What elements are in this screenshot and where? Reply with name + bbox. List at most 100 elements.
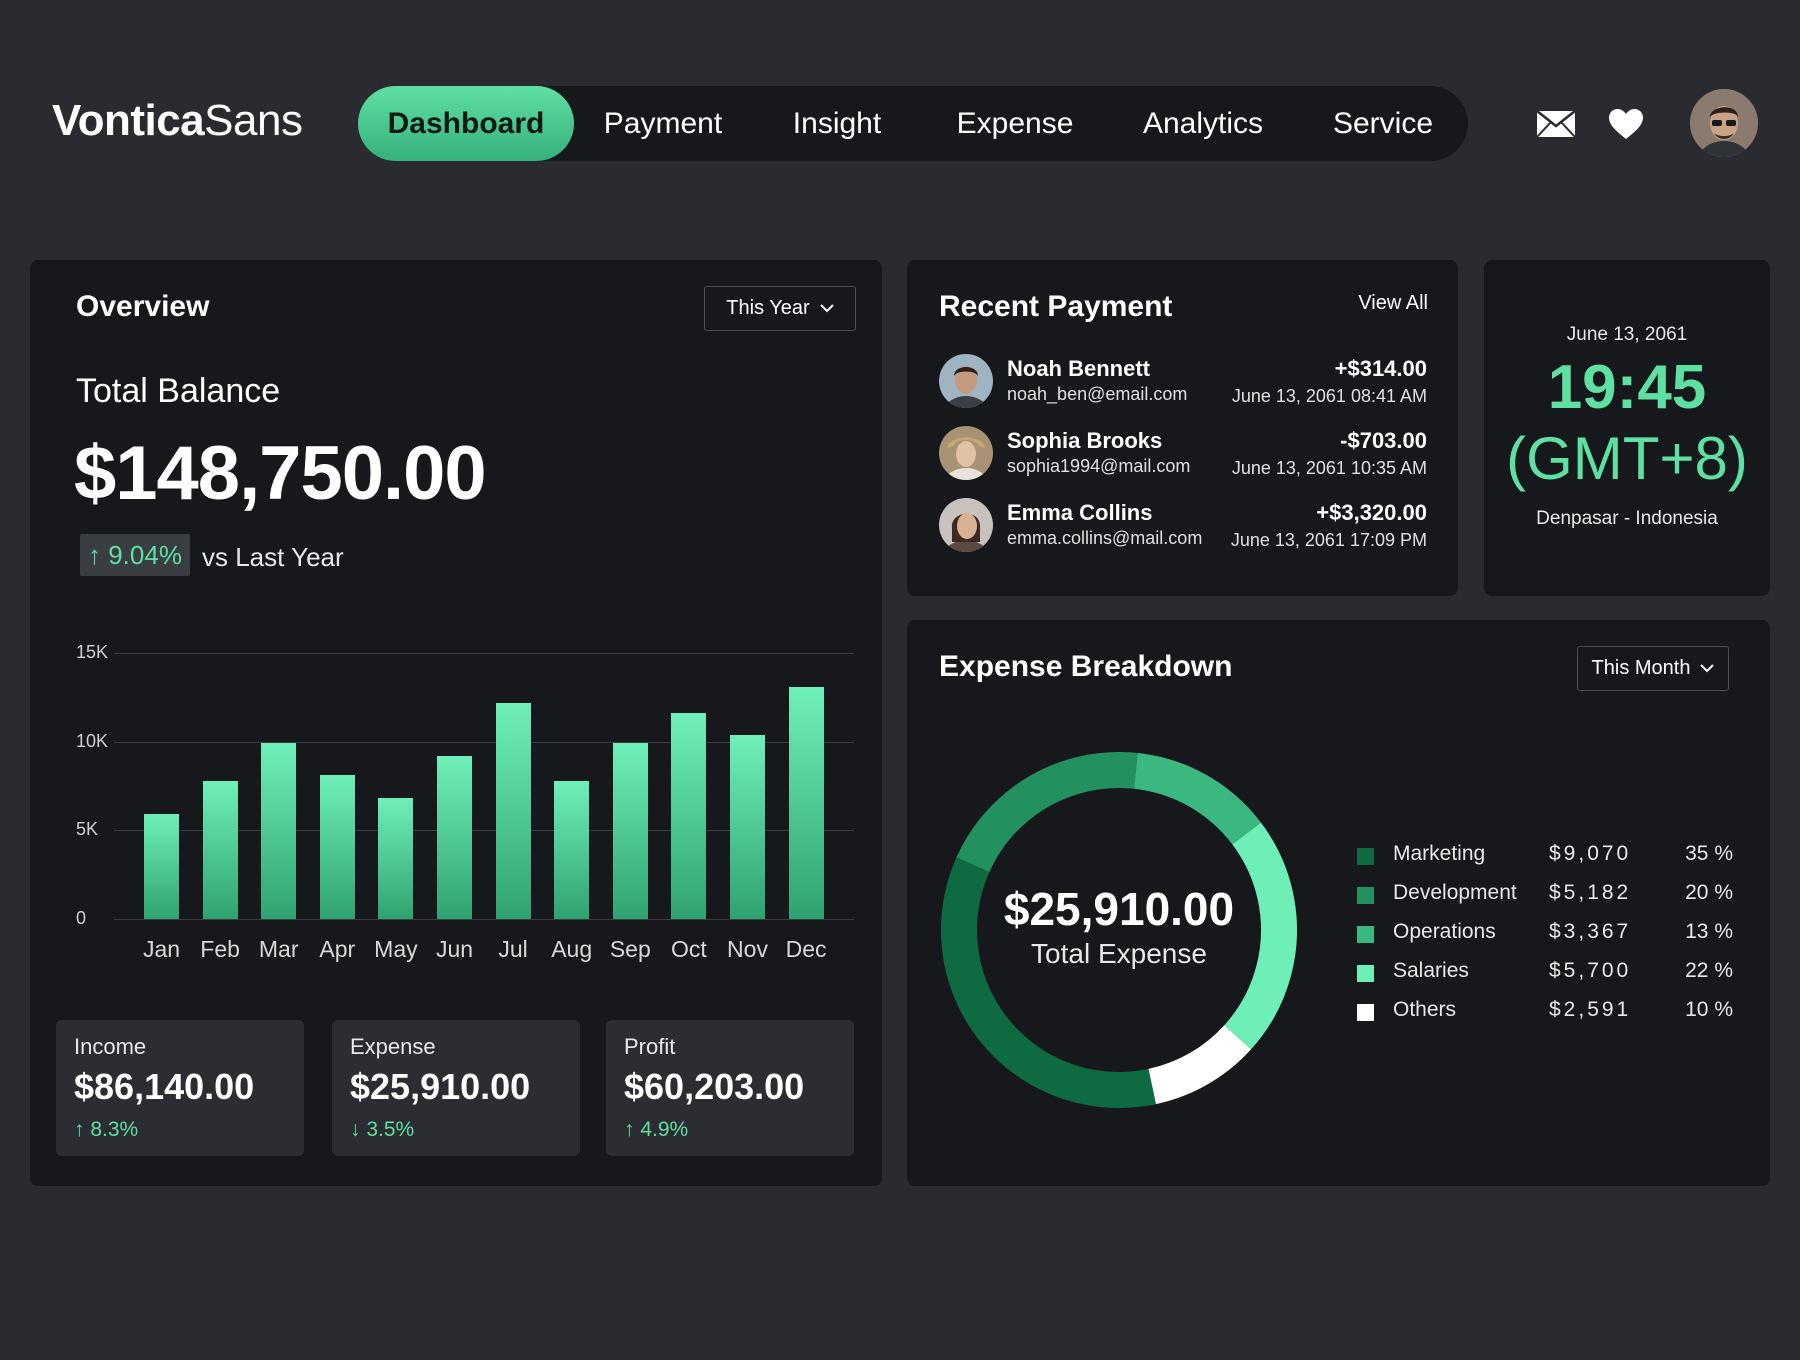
clock-card: June 13, 2061 19:45 (GMT+8) Denpasar - I… (1484, 260, 1770, 596)
payment-amount: +$314.00 (1334, 356, 1427, 381)
clock-timezone: (GMT+8) (1506, 425, 1748, 492)
legend-swatch (1357, 965, 1374, 982)
payment-date: June 13, 2061 08:41 AM (1231, 386, 1427, 406)
payer-avatar (939, 426, 993, 480)
legend-name: Others (1393, 998, 1457, 1021)
bar-sep[interactable] (612, 743, 648, 919)
payment-row[interactable]: Noah Bennett noah_ben@email.com +$314.00… (939, 354, 1427, 414)
bar-may[interactable] (378, 798, 414, 919)
x-tick-label: Apr (319, 936, 356, 962)
chart-gridline (114, 653, 854, 654)
bar-apr[interactable] (319, 775, 355, 919)
y-tick-label: 15K (76, 642, 109, 662)
nav-item-service[interactable]: Service (1332, 106, 1434, 140)
legend-percent: 22 % (1685, 959, 1733, 982)
payer-email: emma.collins@mail.com (1007, 528, 1203, 548)
total-expense-label: Total Expense (1031, 938, 1207, 969)
recent-payment-card: Recent Payment View All Noah Bennett noa… (907, 260, 1458, 596)
x-tick-label: Aug (551, 936, 593, 962)
donut-segment-marketing[interactable] (941, 752, 1297, 1108)
growth-caption: vs Last Year (202, 542, 344, 572)
legend-swatch (1357, 926, 1374, 943)
nav-item-expense[interactable]: Expense (956, 106, 1074, 140)
expense-stat-change: ↓ 3.5% (350, 1118, 415, 1141)
legend-name: Marketing (1393, 842, 1486, 865)
profit-stat-value: $60,203.00 (624, 1066, 805, 1107)
nav-item-insight[interactable]: Insight (792, 106, 882, 140)
bar-feb[interactable] (202, 780, 238, 919)
legend-percent: 20 % (1685, 881, 1733, 904)
payer-name: Emma Collins (1007, 500, 1153, 525)
view-all-link[interactable]: View All (1358, 292, 1428, 314)
overview-period-label: This Year (726, 297, 810, 319)
legend-percent: 35 % (1685, 842, 1733, 865)
legend-swatch (1357, 887, 1374, 904)
expense-stat-value: $25,910.00 (350, 1066, 531, 1107)
clock-location: Denpasar - Indonesia (1536, 508, 1718, 529)
payment-row[interactable]: Emma Collins emma.collins@mail.com +$3,3… (939, 498, 1427, 558)
payment-date: June 13, 2061 10:35 AM (1231, 458, 1427, 478)
bar-oct[interactable] (671, 713, 707, 919)
x-tick-label: Jun (435, 936, 474, 962)
legend-amount: $9,070 (1549, 842, 1632, 865)
legend-row: Operations $3,367 13 % (1357, 918, 1733, 948)
bar-jun[interactable] (437, 755, 472, 919)
legend-amount: $3,367 (1549, 920, 1632, 943)
total-balance-label: Total Balance (76, 372, 281, 410)
payer-email: sophia1994@mail.com (1007, 456, 1191, 476)
y-tick-label: 5K (76, 819, 99, 840)
donut-segment-salaries[interactable] (941, 752, 1297, 1108)
payer-avatar (939, 498, 993, 552)
legend-percent: 13 % (1685, 920, 1733, 943)
nav-item-payment[interactable]: Payment (603, 106, 723, 140)
mail-icon[interactable] (1534, 104, 1578, 144)
legend-row: Others $2,591 10 % (1357, 996, 1733, 1026)
income-stat-value: $86,140.00 (74, 1066, 255, 1107)
bar-jan[interactable] (144, 814, 179, 919)
nav-item-dashboard[interactable]: Dashboard (358, 86, 574, 161)
legend-amount: $2,591 (1549, 998, 1632, 1021)
x-tick-label: Nov (727, 936, 768, 962)
legend-swatch (1357, 848, 1374, 865)
x-tick-label: Mar (258, 936, 299, 962)
income-stat-label: Income (74, 1034, 147, 1059)
bar-jul[interactable] (495, 702, 531, 919)
user-avatar[interactable] (1690, 89, 1758, 157)
overview-title: Overview (76, 290, 210, 323)
expense-stat-label: Expense (350, 1034, 436, 1059)
overview-period-dropdown[interactable]: This Year (704, 286, 856, 331)
y-tick-label: 10K (76, 730, 109, 751)
bar-aug[interactable] (554, 780, 590, 919)
brand-logo[interactable]: VonticaSans (52, 96, 303, 146)
expense-breakdown-card: Expense Breakdown This Month $25,910.00 … (907, 620, 1770, 1186)
heart-icon[interactable] (1604, 104, 1648, 144)
bar-mar[interactable] (261, 743, 297, 919)
x-tick-label: Jul (498, 936, 528, 962)
chart-gridline (114, 919, 854, 920)
overview-card: Overview This Year Total Balance $148,75… (30, 260, 882, 1186)
x-tick-label: Jan (142, 936, 181, 962)
legend-row: Development $5,182 20 % (1357, 879, 1733, 909)
legend-name: Development (1393, 881, 1517, 904)
clock-date: June 13, 2061 (1566, 324, 1688, 345)
payment-amount: +$3,320.00 (1316, 500, 1427, 525)
recent-payment-title: Recent Payment (939, 290, 1173, 323)
expense-donut-chart (941, 752, 1297, 1108)
bar-dec[interactable] (788, 686, 824, 919)
payer-email: noah_ben@email.com (1007, 384, 1188, 404)
bar-nov[interactable] (730, 734, 765, 919)
payer-name: Noah Bennett (1007, 356, 1150, 381)
expense-stat: Expense $25,910.00 ↓ 3.5% (332, 1020, 580, 1156)
nav-item-analytics[interactable]: Analytics (1142, 106, 1264, 140)
donut-segment-development[interactable] (941, 752, 1297, 1108)
growth-badge: ↑ 9.04% (80, 534, 190, 576)
profit-stat: Profit $60,203.00 ↑ 4.9% (606, 1020, 854, 1156)
chart-gridline (114, 830, 854, 832)
x-tick-label: Sep (609, 936, 651, 962)
expense-period-dropdown[interactable]: This Month (1577, 646, 1729, 691)
payment-row[interactable]: Sophia Brooks sophia1994@mail.com -$703.… (939, 426, 1427, 486)
legend-amount: $5,182 (1549, 881, 1632, 904)
chevron-down-icon (1700, 664, 1715, 673)
total-expense-value: $25,910.00 (1003, 883, 1235, 935)
chart-gridline (114, 741, 854, 743)
